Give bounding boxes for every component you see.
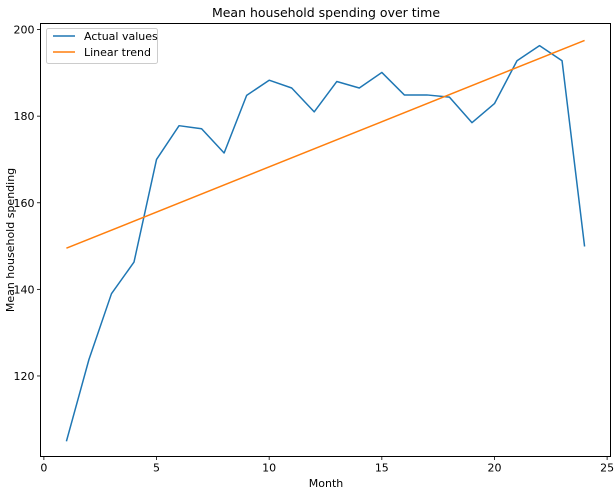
chart-title: Mean household spending over time [212, 5, 440, 20]
plot-frame [40, 23, 611, 457]
legend-label-actual-values: Actual values [84, 30, 158, 43]
series-line-actual-values [65, 44, 586, 442]
y-axis: 120 140 160 180 200 [14, 24, 41, 383]
y-tick-label: 120 [14, 370, 35, 383]
x-tick-label: 20 [487, 462, 501, 475]
y-tick-label: 140 [14, 283, 35, 296]
series-line-linear-trend [66, 39, 585, 249]
x-tick-label: 0 [40, 462, 47, 475]
x-tick-label: 15 [375, 462, 389, 475]
legend: Actual values Linear trend [46, 28, 158, 64]
x-tick-label: 25 [600, 462, 614, 475]
x-tick-label: 10 [262, 462, 276, 475]
y-tick-label: 200 [14, 24, 35, 37]
x-tick-label: 5 [153, 462, 160, 475]
plot-area [65, 39, 586, 442]
legend-label-linear-trend: Linear trend [84, 46, 151, 59]
x-axis: 0 5 10 15 20 25 [40, 456, 614, 475]
y-axis-label: Mean household spending [4, 168, 17, 312]
y-tick-label: 160 [14, 197, 35, 210]
x-axis-label: Month [309, 477, 344, 490]
legend-box [46, 28, 158, 64]
y-tick-label: 180 [14, 110, 35, 123]
